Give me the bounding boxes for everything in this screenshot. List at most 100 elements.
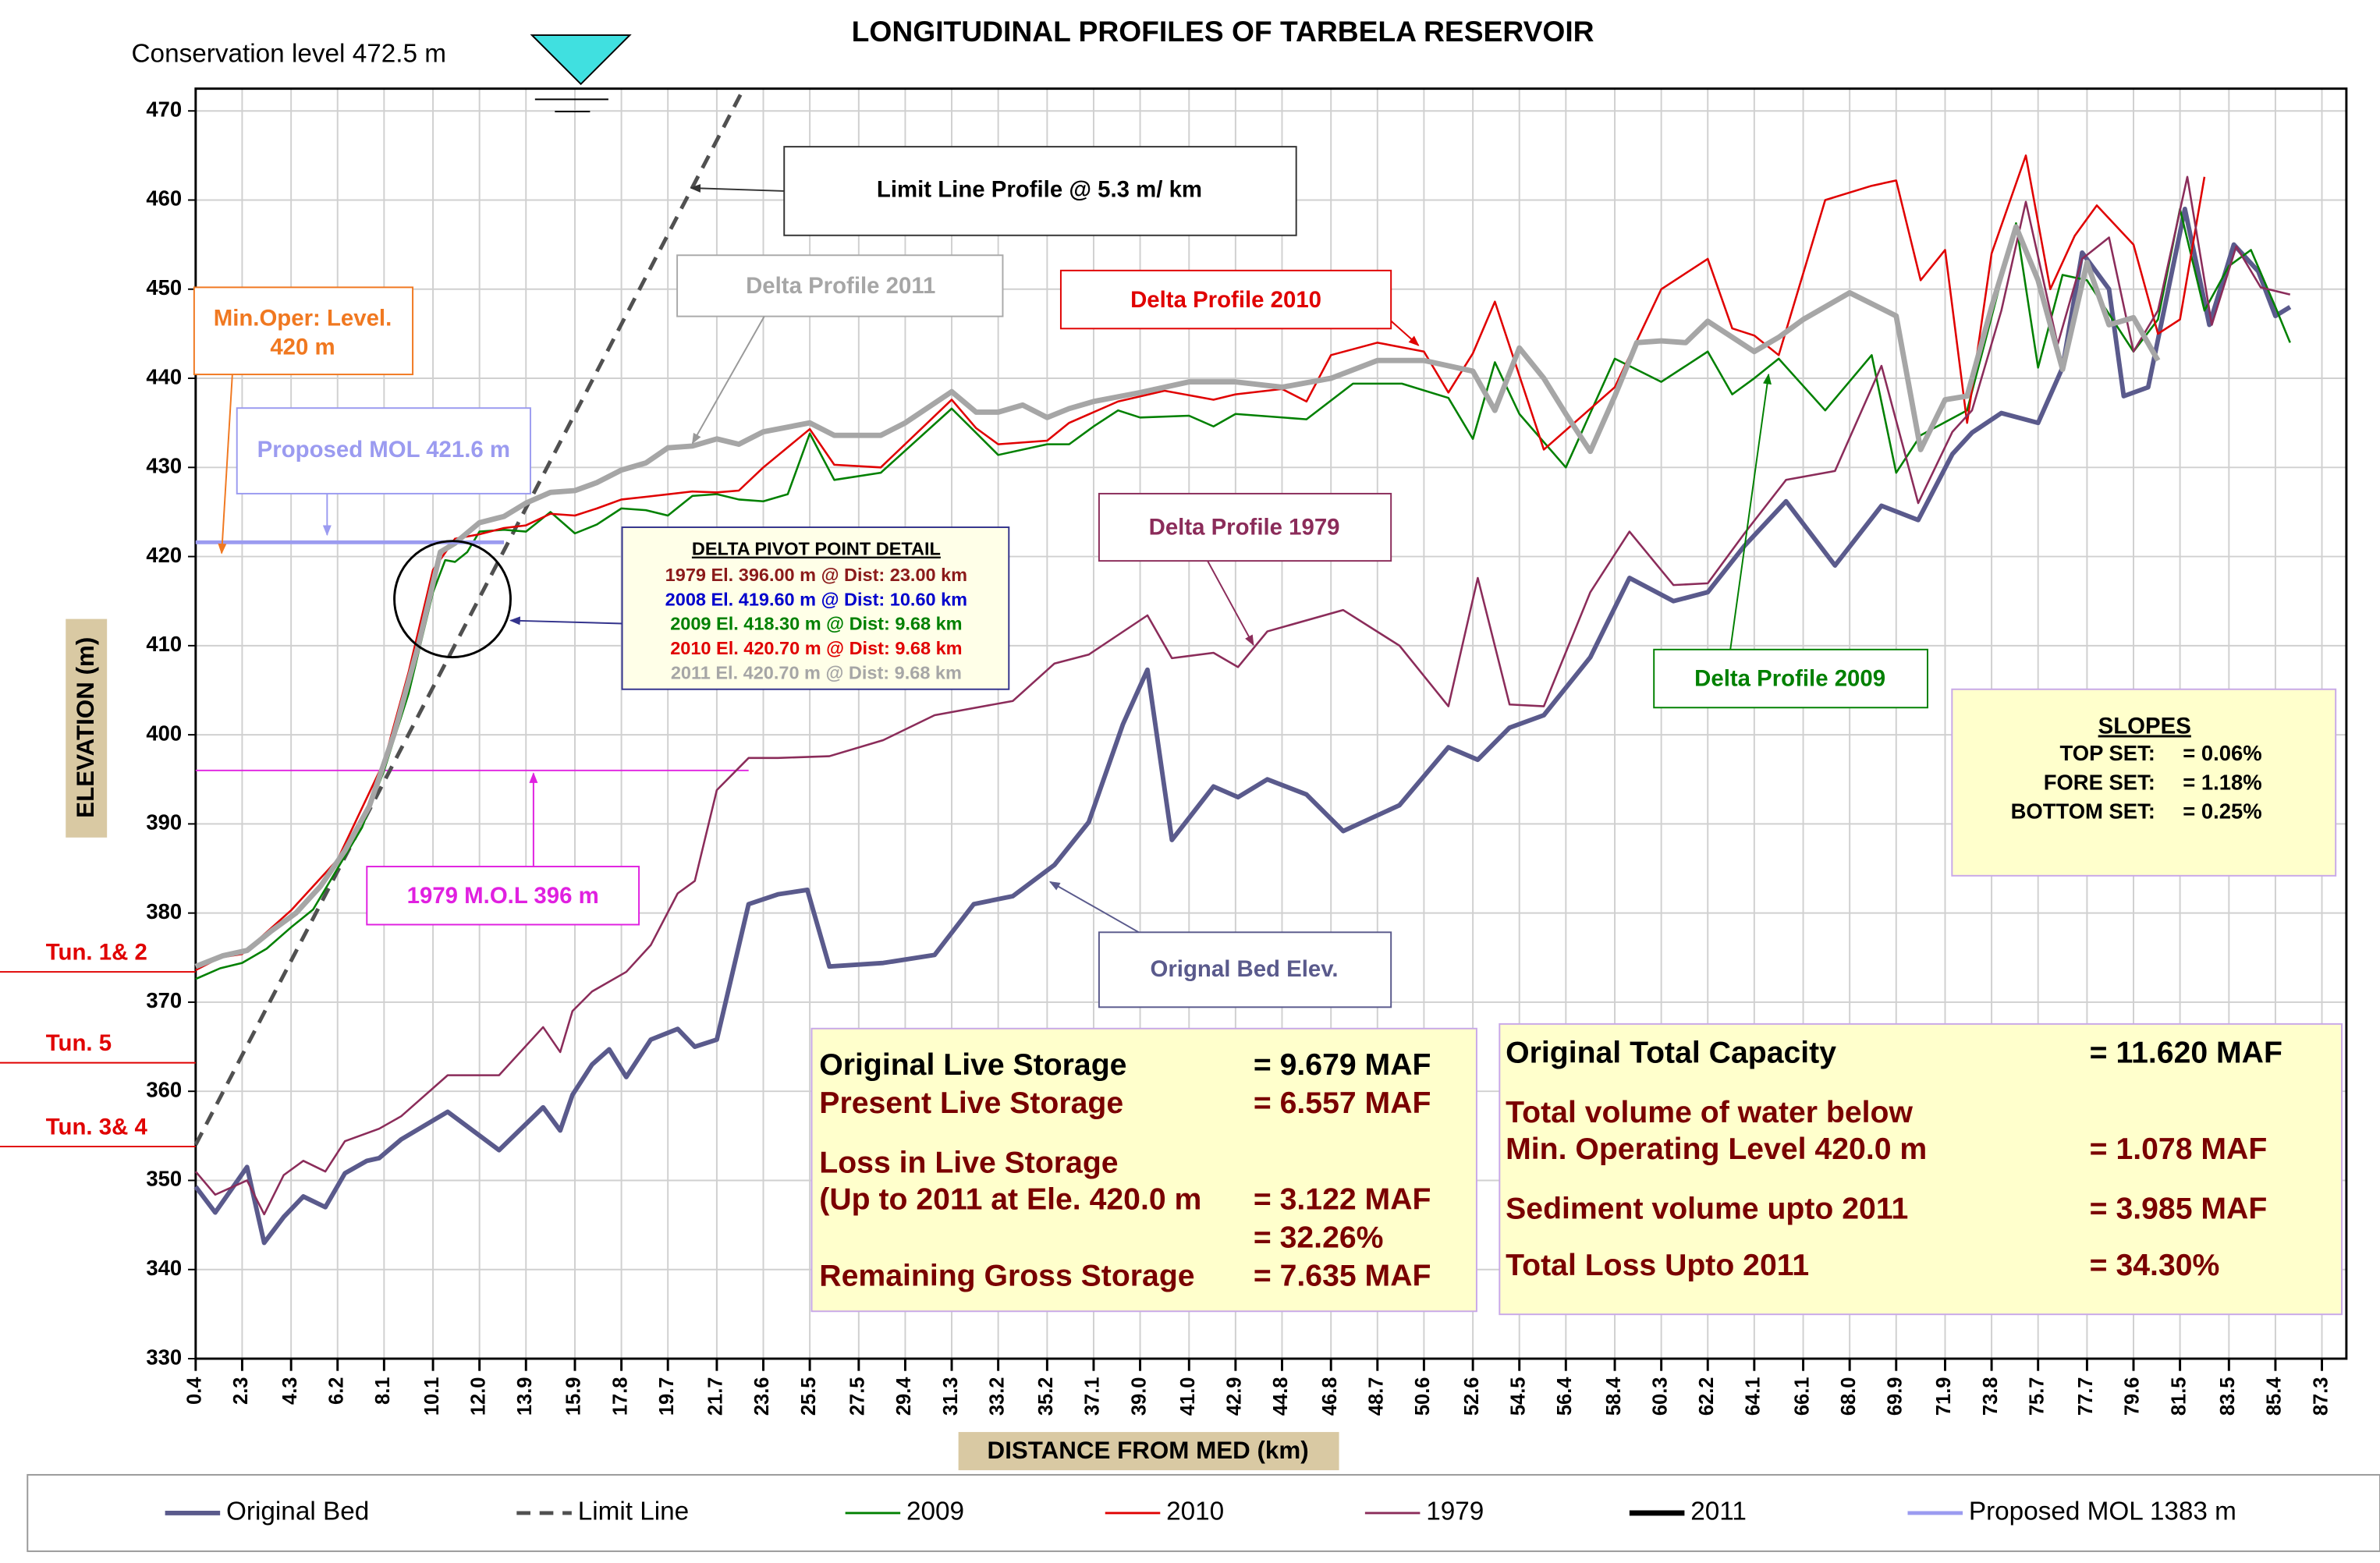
- water-level-symbol: [530, 34, 632, 86]
- pivot-title: DELTA PIVOT POINT DETAIL: [692, 539, 941, 559]
- storage-label: Loss in Live Storage: [819, 1147, 1118, 1180]
- capacity-value: = 1.078 MAF: [2090, 1132, 2268, 1166]
- annotation: Limit Line Profile @ 5.3 m/ km: [877, 177, 1202, 203]
- annotation-box: [193, 286, 414, 376]
- arrow: [218, 374, 233, 555]
- arrow: [1207, 560, 1254, 647]
- capacity-label: Total volume of water below: [1506, 1096, 1913, 1129]
- x-tick-label: 15.9: [563, 1377, 585, 1416]
- x-tick-label: 58.4: [1603, 1377, 1625, 1416]
- legend-label: Proposed MOL 1383 m: [1969, 1497, 2236, 1526]
- x-tick-label: 50.6: [1412, 1377, 1434, 1416]
- x-tick-label: 46.8: [1319, 1377, 1341, 1416]
- x-tick-label: 13.9: [514, 1377, 536, 1416]
- slopes-title: SLOPES: [2098, 713, 2191, 739]
- series-line: [194, 175, 2291, 1216]
- x-tick-label: 23.6: [751, 1377, 773, 1416]
- y-tick-label: 450: [146, 275, 182, 299]
- x-tick-label: 31.3: [940, 1377, 962, 1416]
- x-tick-label: 12.0: [467, 1377, 489, 1416]
- storage-value: = 32.26%: [1254, 1221, 1384, 1255]
- conservation-label: Conservation level 472.5 m: [132, 39, 446, 68]
- x-tick-label: 69.9: [1884, 1377, 1906, 1416]
- x-tick-label: 0.4: [184, 1377, 206, 1405]
- legend-label: Limit Line: [578, 1497, 690, 1526]
- x-tick-label: 8.1: [372, 1377, 394, 1405]
- arrow: [1729, 373, 1772, 650]
- slope-value: = 0.25%: [2183, 799, 2261, 824]
- y-tick-label: 340: [146, 1256, 182, 1280]
- annotation: 1979 M.O.L 396 m: [407, 883, 599, 909]
- x-tick-label: 71.9: [1933, 1377, 1955, 1416]
- series-line: [195, 207, 2291, 980]
- y-label-bg: [66, 618, 108, 838]
- plot-border: [194, 87, 2348, 1360]
- x-tick-label: 68.0: [1838, 1377, 1860, 1416]
- capacity-value: = 3.985 MAF: [2090, 1192, 2268, 1225]
- arrow: [691, 316, 765, 445]
- x-tick-label: 64.1: [1743, 1377, 1765, 1416]
- slope-value: = 0.06%: [2183, 741, 2261, 765]
- x-tick-label: 48.7: [1366, 1377, 1388, 1416]
- series-line: [193, 92, 743, 1146]
- legend-label: Original Bed: [226, 1497, 369, 1526]
- capacity-label: Min. Operating Level 420.0 m: [1506, 1132, 1927, 1166]
- slope-value: = 1.18%: [2183, 770, 2261, 794]
- x-tick-label: 56.4: [1554, 1377, 1576, 1416]
- legend-box: [27, 1473, 2380, 1552]
- x-tick-label: 77.7: [2075, 1377, 2097, 1416]
- annotation-box: [1098, 492, 1392, 562]
- y-tick-label: 330: [146, 1345, 182, 1369]
- slope-label: BOTTOM SET:: [2011, 799, 2155, 824]
- x-tick-label: 44.8: [1270, 1377, 1292, 1416]
- annotation-box: [236, 407, 531, 494]
- pivot-line: 2010 El. 420.70 m @ Dist: 9.68 km: [670, 638, 962, 658]
- series-line: [195, 154, 2206, 971]
- x-tick-label: 62.2: [1696, 1377, 1718, 1416]
- y-tick-label: 470: [146, 97, 182, 121]
- x-tick-label: 87.3: [2310, 1377, 2332, 1416]
- annotation: Proposed MOL 421.6 m: [257, 437, 510, 463]
- x-tick-label: 29.4: [893, 1377, 915, 1416]
- storage-value: = 3.122 MAF: [1254, 1183, 1431, 1217]
- x-tick-label: 79.6: [2122, 1377, 2144, 1416]
- x-tick-label: 10.1: [421, 1377, 443, 1416]
- y-tick-label: 400: [146, 721, 182, 745]
- x-tick-label: 83.5: [2217, 1377, 2239, 1416]
- annotation-box: [1059, 269, 1392, 330]
- x-tick-label: 4.3: [279, 1377, 301, 1405]
- x-tick-label: 35.2: [1035, 1377, 1057, 1416]
- x-tick-label: 60.3: [1649, 1377, 1671, 1416]
- x-tick-label: 85.4: [2264, 1377, 2286, 1416]
- annotations: Limit Line Profile @ 5.3 m/ km Delta Pro…: [27, 146, 2380, 1552]
- x-tick-label: 73.8: [1980, 1377, 2002, 1416]
- pivot-line: 2008 El. 419.60 m @ Dist: 10.60 km: [665, 589, 967, 609]
- x-tick-label: 17.8: [609, 1377, 631, 1416]
- storage-box: [810, 1027, 1477, 1313]
- tunnel-label: Tun. 3& 4: [46, 1114, 148, 1139]
- x-label-bg: [958, 1432, 1339, 1471]
- pivot-line: 2009 El. 418.30 m @ Dist: 9.68 km: [670, 614, 962, 634]
- x-tick-label: 66.1: [1791, 1377, 1813, 1416]
- pivot-line: 1979 El. 396.00 m @ Dist: 23.00 km: [665, 565, 967, 585]
- slope-label: TOP SET:: [2060, 741, 2155, 765]
- storage-value: = 6.557 MAF: [1254, 1086, 1431, 1120]
- x-tick-label: 37.1: [1082, 1377, 1104, 1416]
- storage-label: Present Live Storage: [819, 1086, 1123, 1120]
- x-tick-label: 6.2: [325, 1377, 347, 1405]
- capacity-label: Total Loss Upto 2011: [1506, 1249, 1809, 1282]
- storage-label: Remaining Gross Storage: [819, 1260, 1194, 1293]
- x-axis-label: DISTANCE FROM MED (km): [988, 1437, 1309, 1464]
- x-tick-label: 2.3: [230, 1377, 252, 1405]
- x-tick-label: 39.0: [1128, 1377, 1150, 1416]
- series-line: [194, 224, 2161, 969]
- storage-value: = 9.679 MAF: [1254, 1048, 1431, 1082]
- annotation-box: [1653, 648, 1928, 709]
- x-tick-label: 19.7: [656, 1377, 678, 1416]
- annotation: Delta Profile 2010: [1130, 287, 1321, 313]
- annotation: Delta Profile 2009: [1694, 666, 1885, 692]
- x-tick-label: 25.5: [798, 1377, 820, 1416]
- annotation: Delta Profile 1979: [1149, 515, 1340, 540]
